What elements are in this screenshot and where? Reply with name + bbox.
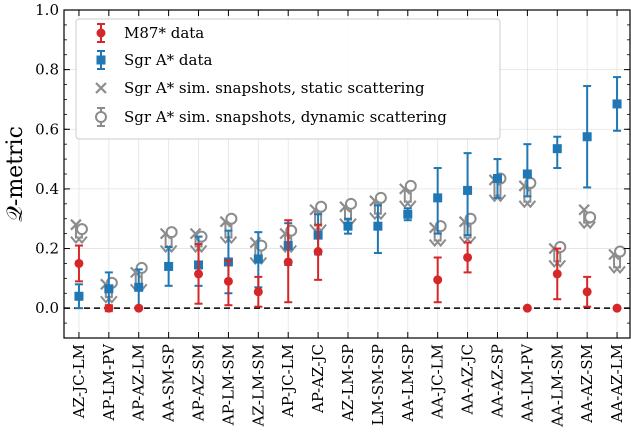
sgra-marker xyxy=(552,144,562,154)
sim-dynamic-marker xyxy=(165,226,178,239)
x-tick-label: AA-AZ-SP xyxy=(488,344,506,418)
legend-label: Sgr A* sim. snapshots, dynamic scatterin… xyxy=(124,108,447,126)
sim-dyn-arrow-head xyxy=(405,200,417,209)
x-tick-label: LM-SM-SP xyxy=(369,344,387,425)
legend-swatch-static xyxy=(95,82,107,94)
sgra-marker xyxy=(74,291,84,301)
legend-swatch-dynamic xyxy=(95,111,107,123)
m87-marker xyxy=(433,275,443,285)
y-tick-label: 0.4 xyxy=(35,180,59,198)
sgra-marker xyxy=(612,99,622,109)
x-tick-label: AA-LM-SM xyxy=(548,344,566,428)
sgra-marker xyxy=(134,282,144,292)
sim-dynamic-marker xyxy=(614,245,627,258)
legend-swatch-m87 xyxy=(96,28,106,38)
legend: M87* data Sgr A* data Sgr A* sim. snapshot… xyxy=(75,18,501,140)
sim-dynamic-marker xyxy=(75,223,88,236)
sgra-marker xyxy=(522,169,532,179)
x-tick-label: AA-SM-SP xyxy=(160,344,178,423)
sgra-marker xyxy=(582,132,592,142)
series xyxy=(70,76,627,313)
m87-marker xyxy=(134,303,144,313)
m87-marker xyxy=(74,258,84,268)
legend-swatch-sgra xyxy=(96,55,106,65)
sim-dynamic-marker xyxy=(404,179,417,192)
m87-marker xyxy=(253,287,263,297)
x-tick-label: AA-AZ-LM xyxy=(608,344,626,423)
x-tick-label: AA-LM-PV xyxy=(518,343,536,423)
x-tick-label: AP-AZ-SM xyxy=(190,344,208,422)
m87-marker xyxy=(522,303,532,313)
m87-marker xyxy=(283,257,293,267)
x-tick-label: AP-LM-SM xyxy=(219,344,237,426)
m87-marker xyxy=(194,269,204,279)
m87-marker xyxy=(552,269,562,279)
sgra-marker xyxy=(253,254,263,264)
x-tick-label: AA-JC-LM xyxy=(429,344,447,420)
m87-marker xyxy=(223,276,233,286)
sgra-marker xyxy=(343,221,353,231)
sim-dyn-arrow-head xyxy=(584,221,596,230)
sim-dynamic-marker xyxy=(315,200,328,213)
y-tick-label: 1.0 xyxy=(35,1,59,19)
legend-label: Sgr A* data xyxy=(124,51,212,69)
x-tick-label: AA-AZ-SM xyxy=(578,344,596,424)
x-tick-label: AZ-JC-LM xyxy=(70,344,88,419)
sgra-marker xyxy=(403,209,413,219)
m87-marker xyxy=(104,303,114,313)
m87-marker xyxy=(582,287,592,297)
sgra-marker xyxy=(373,221,383,231)
x-tick-label: AP-AZ-JC xyxy=(309,344,327,414)
x-tick-label: AA-AZ-JC xyxy=(459,344,477,416)
sim-dyn-arrow-head xyxy=(524,200,537,209)
legend-label: Sgr A* sim. snapshots, static scattering xyxy=(124,79,425,97)
y-tick-label: 0.8 xyxy=(35,61,59,79)
sim-dynamic-marker xyxy=(225,212,238,225)
sim-dynamic-marker xyxy=(345,197,357,210)
sgra-marker xyxy=(492,173,502,183)
sgra-marker xyxy=(463,185,473,195)
x-tick-label: AP-JC-LM xyxy=(279,344,297,418)
sgra-marker xyxy=(164,261,174,271)
y-tick-label: 0.0 xyxy=(35,299,59,317)
axis-ticks: 0.0 0.2 0.4 0.6 0.8 1.0 AZ-JC-LM AP-LM-PV AP-AZ-… xyxy=(35,1,630,428)
y-tick-label: 0.6 xyxy=(35,120,59,138)
y-tick-label: 0.2 xyxy=(35,240,59,258)
sgra-marker xyxy=(433,193,443,203)
legend-label: M87* data xyxy=(124,24,204,42)
x-tick-label: AZ-LM-SP xyxy=(339,344,357,422)
sim-dyn-arrow-head xyxy=(434,238,447,248)
sim-dynamic-marker xyxy=(584,211,597,224)
sim-dynamic-marker xyxy=(374,191,387,204)
m87-marker xyxy=(313,247,323,257)
x-tick-label: AP-AZ-LM xyxy=(130,344,148,422)
x-tick-label: AZ-LM-SM xyxy=(249,344,267,427)
m87-marker xyxy=(463,252,473,262)
sgra-marker xyxy=(104,284,114,294)
m87-marker xyxy=(612,303,622,313)
y-axis-label: 𝒬-metric xyxy=(3,126,28,222)
sim-dyn-arrow-head xyxy=(76,235,88,245)
x-tick-label: AP-LM-PV xyxy=(100,343,118,422)
legend-box xyxy=(75,18,501,140)
sim-dyn-arrow-head xyxy=(614,265,626,274)
x-tick-label: AA-LM-SP xyxy=(399,344,417,423)
